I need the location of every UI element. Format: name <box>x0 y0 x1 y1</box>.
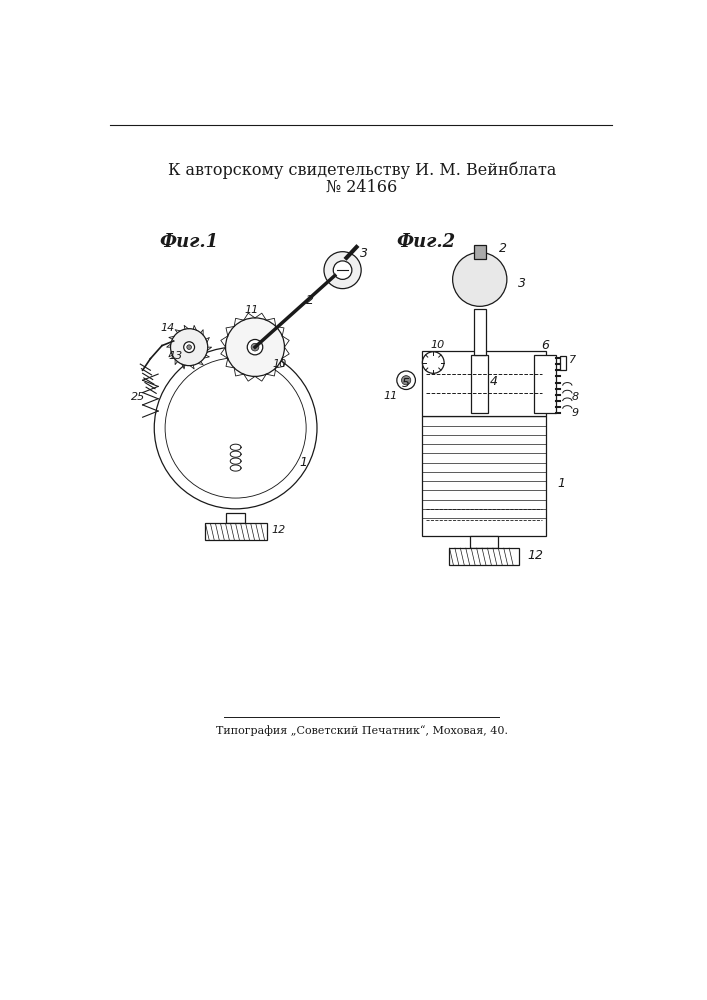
Text: 12: 12 <box>527 549 544 562</box>
Text: 2: 2 <box>306 294 314 307</box>
Text: 13: 13 <box>168 351 182 361</box>
Bar <box>421 351 546 416</box>
Circle shape <box>247 339 263 355</box>
Text: 25: 25 <box>131 392 145 402</box>
Circle shape <box>397 371 416 389</box>
Text: 2: 2 <box>499 242 507 255</box>
Circle shape <box>170 329 208 366</box>
Text: 14: 14 <box>160 323 175 333</box>
Bar <box>559 356 566 370</box>
Text: 3: 3 <box>518 277 527 290</box>
Text: 4: 4 <box>490 375 498 388</box>
Text: № 24166: № 24166 <box>327 179 397 196</box>
Circle shape <box>333 261 352 279</box>
Text: Фиг.1: Фиг.1 <box>160 233 218 251</box>
Text: 10: 10 <box>430 340 444 350</box>
Circle shape <box>184 342 194 353</box>
Bar <box>534 355 556 413</box>
Bar <box>204 523 267 540</box>
Circle shape <box>402 376 411 385</box>
Bar <box>421 416 546 536</box>
Text: 1: 1 <box>300 456 308 469</box>
Circle shape <box>187 345 192 349</box>
Circle shape <box>226 318 284 376</box>
Circle shape <box>324 252 361 289</box>
Bar <box>474 245 486 259</box>
Bar <box>472 355 489 413</box>
Text: 5: 5 <box>402 377 410 390</box>
Text: 7: 7 <box>569 355 576 365</box>
Text: 11: 11 <box>383 391 398 401</box>
Text: К авторскому свидетельству И. М. Вейнблата: К авторскому свидетельству И. М. Вейнбла… <box>168 161 556 179</box>
Text: 6: 6 <box>542 339 549 352</box>
Text: 3: 3 <box>361 247 368 260</box>
Circle shape <box>422 352 444 373</box>
Text: 8: 8 <box>571 392 578 402</box>
Bar <box>469 536 498 548</box>
Text: 9: 9 <box>571 408 578 418</box>
Circle shape <box>452 252 507 306</box>
Bar <box>226 513 245 523</box>
Bar <box>474 309 486 355</box>
Text: 11: 11 <box>244 305 258 315</box>
Circle shape <box>251 343 259 351</box>
Text: Типография „Советский Печатник“, Моховая, 40.: Типография „Советский Печатник“, Моховая… <box>216 725 508 736</box>
Bar <box>449 548 518 565</box>
Text: Фиг.2: Фиг.2 <box>396 233 455 251</box>
Text: 1: 1 <box>557 477 565 490</box>
Text: 10: 10 <box>273 359 287 369</box>
Text: 12: 12 <box>271 525 286 535</box>
